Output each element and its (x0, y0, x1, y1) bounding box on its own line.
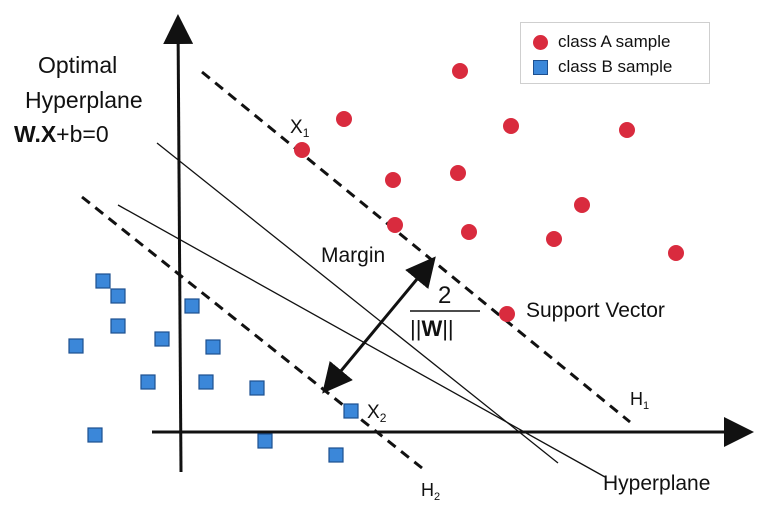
class-b-samples (68, 273, 359, 463)
class-a-support-vector (499, 306, 515, 322)
hyperplane-label: Hyperplane (603, 472, 710, 495)
class-a-point (574, 197, 590, 213)
class-a-point (385, 172, 401, 188)
class-a-point (619, 122, 635, 138)
class-b-point (184, 298, 200, 314)
class-b-marker-icon (533, 59, 548, 75)
class-b-point (257, 433, 273, 449)
class-a-point (503, 118, 519, 134)
optimal-label-line1: Optimal (38, 52, 117, 78)
equation-rest: +b=0 (56, 121, 108, 147)
margin-label: Margin (321, 244, 385, 267)
margin-arrow (322, 256, 436, 394)
class-a-point (668, 245, 684, 261)
class-b-point (154, 331, 170, 347)
h1-subscript: 1 (643, 400, 649, 412)
class-b-point (205, 339, 221, 355)
legend: class A sample class B sample (520, 22, 710, 84)
class-a-point (461, 224, 477, 240)
class-a-point (450, 165, 466, 181)
class-b-point (87, 427, 103, 443)
margin-numerator: 2 (438, 282, 451, 309)
x2-label: X2 (367, 402, 387, 425)
class-b-point (68, 338, 84, 354)
class-b-point (328, 447, 344, 463)
class-a-point (336, 111, 352, 127)
legend-label-class-b: class B sample (558, 57, 673, 76)
optimal-label-line2: Hyperplane (25, 87, 143, 113)
class-b-point (110, 288, 126, 304)
h2-label: H2 (421, 480, 440, 503)
class-a-point (387, 217, 403, 233)
class-b-point (198, 374, 214, 390)
x1-subscript: 1 (303, 126, 310, 140)
h2-subscript: 2 (434, 491, 440, 503)
margin-line-h1 (201, 70, 631, 424)
legend-item-class-b: class B sample (533, 56, 672, 78)
class-a-point (546, 231, 562, 247)
equation-label: W.X+b=0 (14, 121, 109, 147)
h1-label: H1 (630, 389, 649, 412)
x1-label: X1 (290, 117, 310, 140)
class-b-point (140, 374, 156, 390)
class-a-samples (294, 63, 684, 322)
equation-bold: W.X (14, 121, 57, 147)
legend-label-class-a: class A sample (558, 32, 671, 51)
margin-denominator: ||W|| (410, 316, 454, 341)
class-a-point (452, 63, 468, 79)
class-b-support-vector (343, 403, 359, 419)
class-a-marker-icon (533, 34, 548, 50)
x2-subscript: 2 (380, 411, 387, 425)
class-b-point (110, 318, 126, 334)
denominator-right-bars: || (442, 316, 453, 341)
denominator-left-bars: || (410, 316, 421, 341)
x2-letter: X (367, 402, 380, 423)
support-vector-label: Support Vector (526, 299, 665, 322)
y-axis (163, 14, 194, 473)
class-b-point (249, 380, 265, 396)
class-a-support-vector (294, 142, 310, 158)
h1-letter: H (630, 389, 643, 409)
class-b-point (95, 273, 111, 289)
legend-item-class-a: class A sample (533, 31, 670, 53)
margin-line-h2 (81, 195, 423, 470)
denominator-w: W (421, 316, 442, 341)
margin-formula: 2 ||W|| (410, 282, 480, 341)
h2-letter: H (421, 480, 434, 500)
x1-letter: X (290, 117, 303, 138)
